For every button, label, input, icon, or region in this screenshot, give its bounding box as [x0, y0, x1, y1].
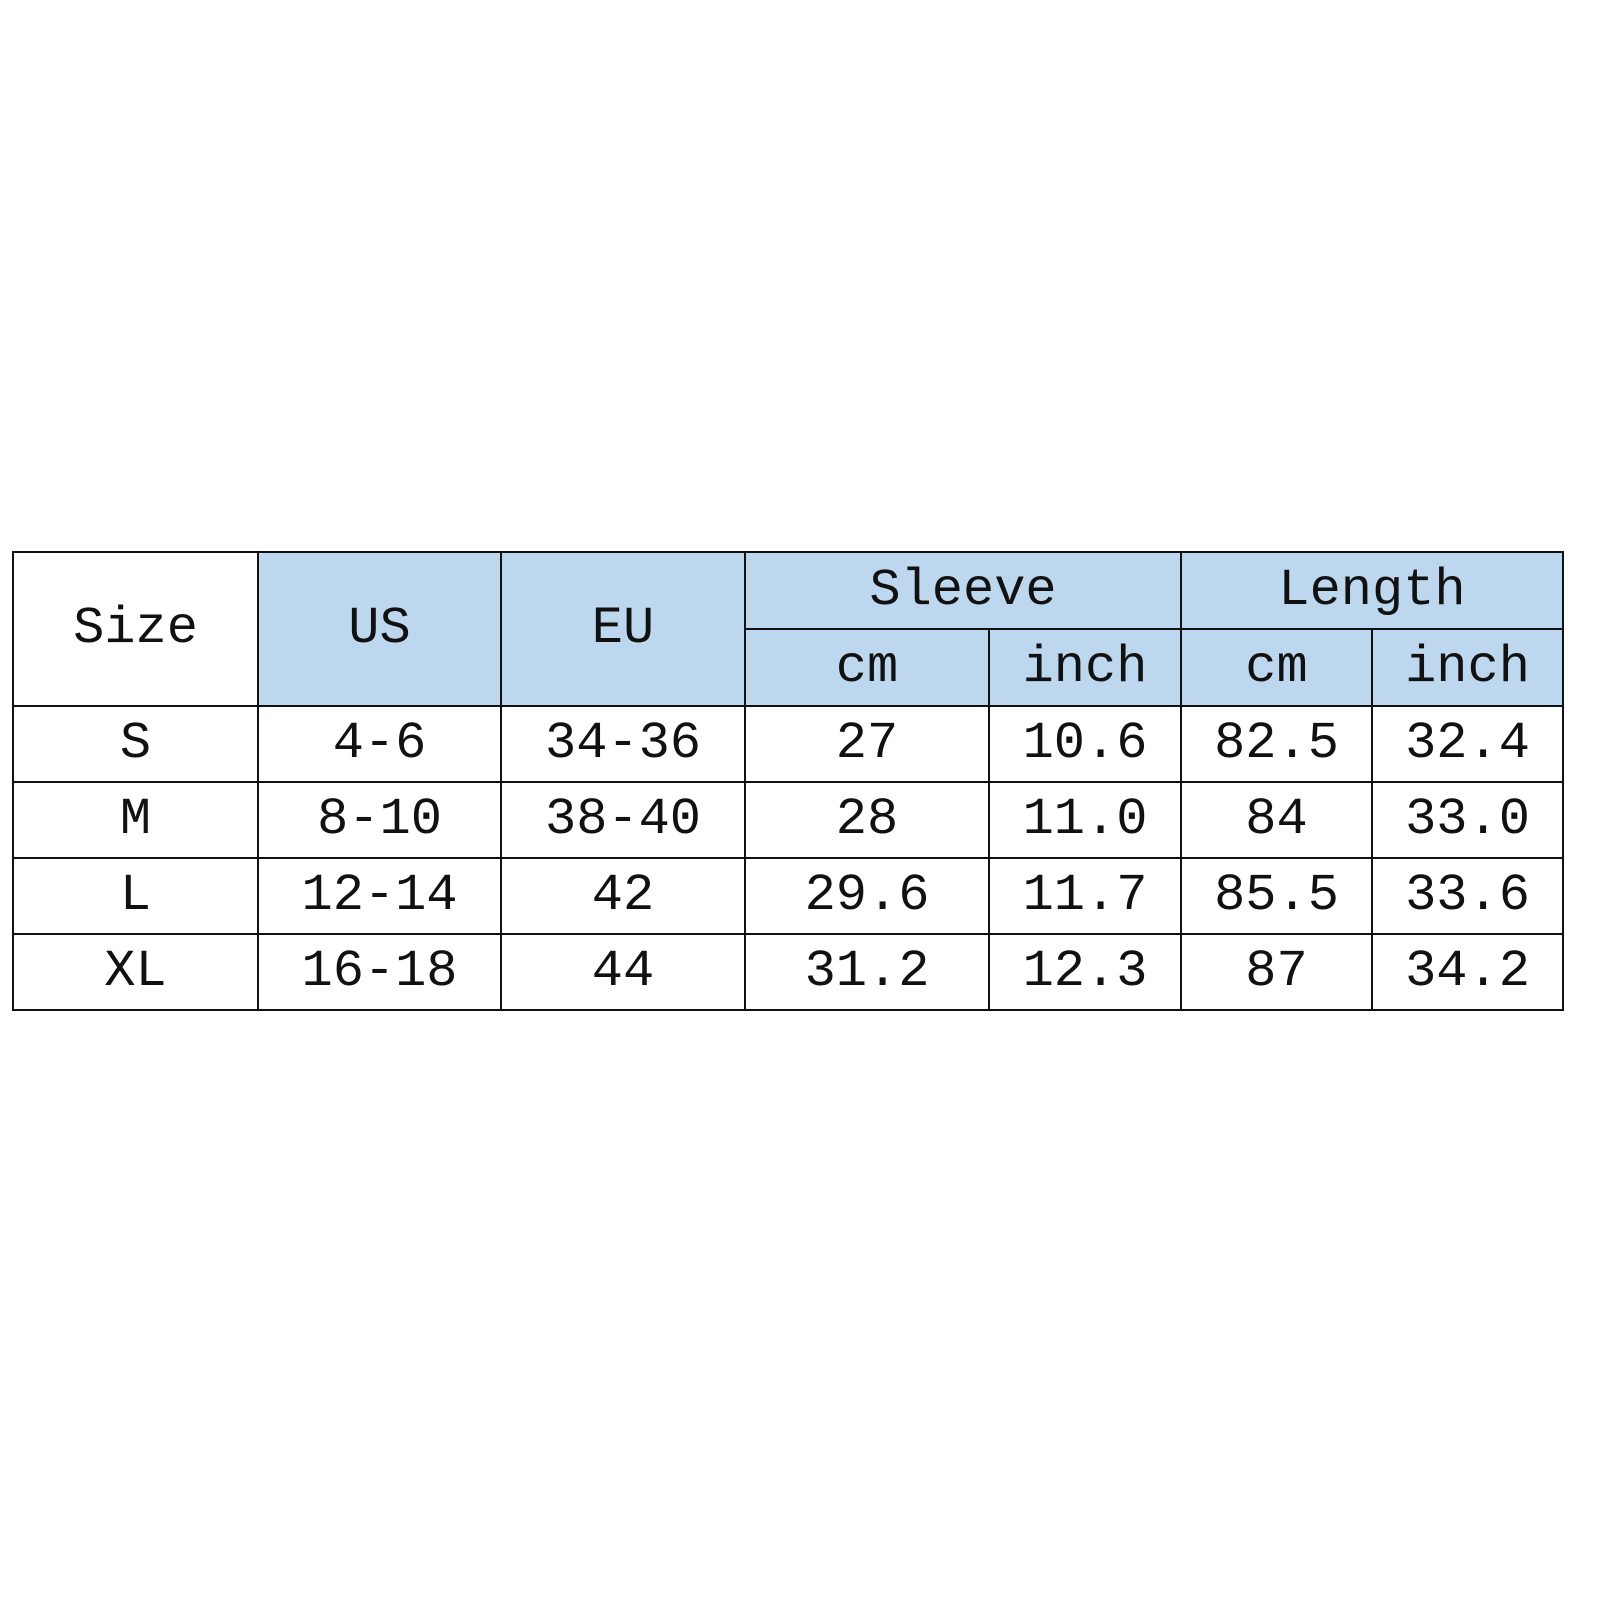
cell-us: 4-6: [257, 705, 502, 783]
cell-length-inch: 32.4: [1371, 705, 1564, 783]
cell-sleeve-cm: 27: [744, 705, 990, 783]
cell-length-inch: 33.6: [1371, 857, 1564, 935]
cell-sleeve-inch: 11.7: [988, 857, 1182, 935]
cell-length-cm: 82.5: [1180, 705, 1373, 783]
table-row: M 8-10 38-40 28 11.0 84 33.0: [12, 781, 1564, 859]
header-sleeve-inch: inch: [988, 628, 1182, 707]
cell-sleeve-inch: 11.0: [988, 781, 1182, 859]
header-sleeve-cm: cm: [744, 628, 990, 707]
cell-sleeve-cm: 28: [744, 781, 990, 859]
table-row: XL 16-18 44 31.2 12.3 87 34.2: [12, 933, 1564, 1011]
cell-us: 8-10: [257, 781, 502, 859]
header-length-inch: inch: [1371, 628, 1564, 707]
cell-size: S: [12, 705, 259, 783]
cell-sleeve-inch: 10.6: [988, 705, 1182, 783]
header-eu: EU: [500, 551, 746, 707]
cell-eu: 38-40: [500, 781, 746, 859]
cell-length-inch: 34.2: [1371, 933, 1564, 1011]
table-row: S 4-6 34-36 27 10.6 82.5 32.4: [12, 705, 1564, 783]
table-row: L 12-14 42 29.6 11.7 85.5 33.6: [12, 857, 1564, 935]
cell-eu: 44: [500, 933, 746, 1011]
cell-eu: 34-36: [500, 705, 746, 783]
cell-eu: 42: [500, 857, 746, 935]
cell-length-inch: 33.0: [1371, 781, 1564, 859]
cell-size: XL: [12, 933, 259, 1011]
header-sleeve: Sleeve: [744, 551, 1182, 630]
cell-sleeve-inch: 12.3: [988, 933, 1182, 1011]
cell-size: M: [12, 781, 259, 859]
cell-sleeve-cm: 31.2: [744, 933, 990, 1011]
cell-size: L: [12, 857, 259, 935]
cell-length-cm: 87: [1180, 933, 1373, 1011]
header-length-cm: cm: [1180, 628, 1373, 707]
size-chart-table: Size US EU Sleeve Length cm inch cm inch…: [12, 551, 1564, 1011]
cell-length-cm: 85.5: [1180, 857, 1373, 935]
cell-us: 16-18: [257, 933, 502, 1011]
header-us: US: [257, 551, 502, 707]
cell-us: 12-14: [257, 857, 502, 935]
cell-sleeve-cm: 29.6: [744, 857, 990, 935]
cell-length-cm: 84: [1180, 781, 1373, 859]
header-length: Length: [1180, 551, 1564, 630]
header-size: Size: [12, 551, 259, 707]
